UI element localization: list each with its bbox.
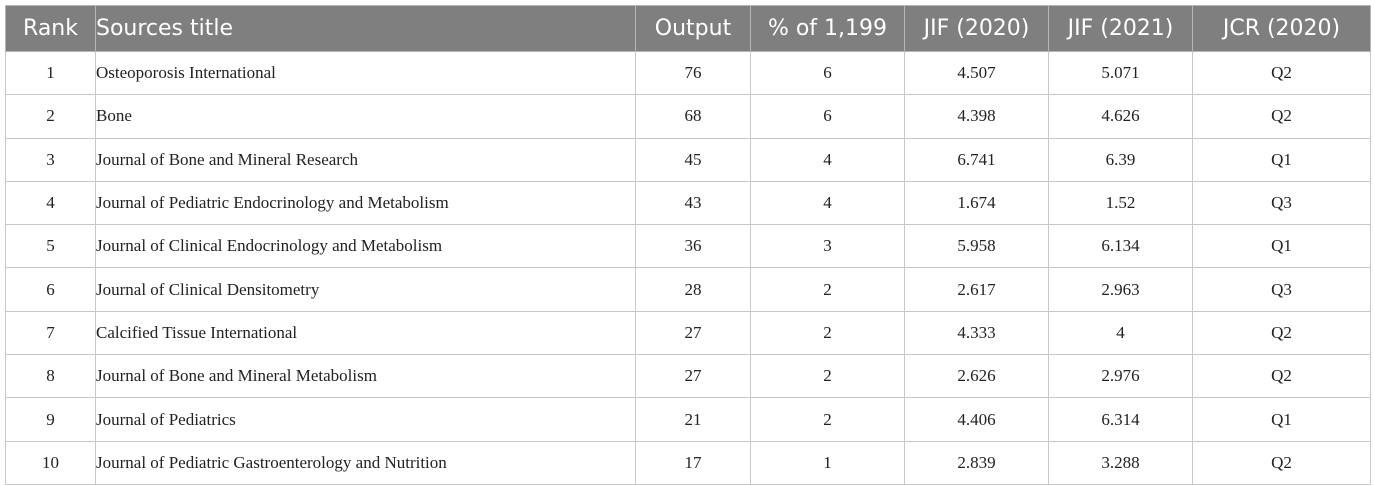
table-body: 1 Osteoporosis International 76 6 4.507 5.071…	[5, 50, 1371, 485]
jif-2020-cell: 4.507	[904, 50, 1049, 96]
jif-2020-cell: 4.333	[904, 310, 1049, 356]
jif-2021-cell: 6.39	[1048, 137, 1193, 182]
jcr-2020-cell: Q2	[1192, 440, 1371, 485]
header-jcr-2020: JCR (2020)	[1192, 5, 1371, 52]
header-jif-2021: JIF (2021)	[1048, 5, 1193, 52]
rank-cell: 3	[5, 137, 96, 182]
source-title-cell: Calcified Tissue International	[95, 310, 636, 356]
output-cell: 21	[635, 397, 751, 442]
jif-2021-cell: 2.963	[1048, 267, 1193, 312]
sources-table: Rank Sources title Output % of 1,199 JIF…	[5, 5, 1371, 485]
percent-cell: 2	[750, 310, 905, 356]
rank-cell: 2	[5, 94, 96, 139]
table-row: 3 Journal of Bone and Mineral Research 45 4…	[5, 137, 1371, 182]
table-row: 1 Osteoporosis International 76 6 4.507 5.071…	[5, 50, 1371, 96]
percent-cell: 3	[750, 224, 905, 269]
header-output: Output	[635, 5, 751, 52]
output-cell: 27	[635, 310, 751, 356]
jif-2021-cell: 1.52	[1048, 180, 1193, 226]
jif-2020-cell: 6.741	[904, 137, 1049, 182]
source-title-cell: Osteoporosis International	[95, 50, 636, 96]
percent-cell: 2	[750, 397, 905, 442]
rank-cell: 5	[5, 224, 96, 269]
jif-2020-cell: 4.398	[904, 94, 1049, 139]
jif-2020-cell: 2.839	[904, 440, 1049, 485]
jif-2020-cell: 5.958	[904, 224, 1049, 269]
jif-2020-cell: 4.406	[904, 397, 1049, 442]
source-title-cell: Journal of Pediatric Endocrinology and M…	[95, 180, 636, 226]
jif-2021-cell: 2.976	[1048, 354, 1193, 399]
jcr-2020-cell: Q1	[1192, 137, 1371, 182]
jcr-2020-cell: Q3	[1192, 267, 1371, 312]
table-row: 10 Journal of Pediatric Gastroenterology …	[5, 440, 1371, 485]
rank-cell: 7	[5, 310, 96, 356]
header-sources-title: Sources title	[95, 5, 636, 52]
source-title-cell: Journal of Pediatric Gastroenterology an…	[95, 440, 636, 485]
source-title-cell: Journal of Clinical Endocrinology and Me…	[95, 224, 636, 269]
jcr-2020-cell: Q2	[1192, 310, 1371, 356]
jif-2020-cell: 1.674	[904, 180, 1049, 226]
table-row: 9 Journal of Pediatrics 21 2 4.406 6.314 Q1	[5, 397, 1371, 442]
percent-cell: 1	[750, 440, 905, 485]
source-title-cell: Journal of Pediatrics	[95, 397, 636, 442]
table-row: 7 Calcified Tissue International 27 2 4.333 4…	[5, 310, 1371, 356]
percent-cell: 4	[750, 180, 905, 226]
header-percent: % of 1,199	[750, 5, 905, 52]
output-cell: 68	[635, 94, 751, 139]
rank-cell: 1	[5, 50, 96, 96]
table-row: 2 Bone 68 6 4.398 4.626 Q2	[5, 94, 1371, 139]
table-row: 4 Journal of Pediatric Endocrinology and …	[5, 180, 1371, 226]
jcr-2020-cell: Q3	[1192, 180, 1371, 226]
jif-2021-cell: 4	[1048, 310, 1193, 356]
jif-2021-cell: 5.071	[1048, 50, 1193, 96]
output-cell: 45	[635, 137, 751, 182]
source-title-cell: Journal of Clinical Densitometry	[95, 267, 636, 312]
output-cell: 43	[635, 180, 751, 226]
rank-cell: 4	[5, 180, 96, 226]
output-cell: 36	[635, 224, 751, 269]
table-row: 5 Journal of Clinical Endocrinology and M…	[5, 224, 1371, 269]
jif-2021-cell: 4.626	[1048, 94, 1193, 139]
percent-cell: 2	[750, 267, 905, 312]
output-cell: 17	[635, 440, 751, 485]
jif-2021-cell: 6.134	[1048, 224, 1193, 269]
header-rank: Rank	[5, 5, 96, 52]
header-jif-2020: JIF (2020)	[904, 5, 1049, 52]
jcr-2020-cell: Q1	[1192, 224, 1371, 269]
percent-cell: 4	[750, 137, 905, 182]
output-cell: 28	[635, 267, 751, 312]
output-cell: 27	[635, 354, 751, 399]
jif-2021-cell: 6.314	[1048, 397, 1193, 442]
jcr-2020-cell: Q2	[1192, 50, 1371, 96]
header-row: Rank Sources title Output % of 1,199 JIF…	[5, 5, 1371, 52]
jif-2021-cell: 3.288	[1048, 440, 1193, 485]
source-title-cell: Bone	[95, 94, 636, 139]
jcr-2020-cell: Q2	[1192, 354, 1371, 399]
jif-2020-cell: 2.626	[904, 354, 1049, 399]
jcr-2020-cell: Q2	[1192, 94, 1371, 139]
source-title-cell: Journal of Bone and Mineral Metabolism	[95, 354, 636, 399]
table-row: 8 Journal of Bone and Mineral Metabolism 2…	[5, 354, 1371, 399]
percent-cell: 2	[750, 354, 905, 399]
rank-cell: 8	[5, 354, 96, 399]
percent-cell: 6	[750, 50, 905, 96]
rank-cell: 9	[5, 397, 96, 442]
rank-cell: 10	[5, 440, 96, 485]
table-row: 6 Journal of Clinical Densitometry 28 2 2.61…	[5, 267, 1371, 312]
jcr-2020-cell: Q1	[1192, 397, 1371, 442]
percent-cell: 6	[750, 94, 905, 139]
source-title-cell: Journal of Bone and Mineral Research	[95, 137, 636, 182]
table-header: Rank Sources title Output % of 1,199 JIF…	[5, 5, 1371, 52]
rank-cell: 6	[5, 267, 96, 312]
jif-2020-cell: 2.617	[904, 267, 1049, 312]
output-cell: 76	[635, 50, 751, 96]
